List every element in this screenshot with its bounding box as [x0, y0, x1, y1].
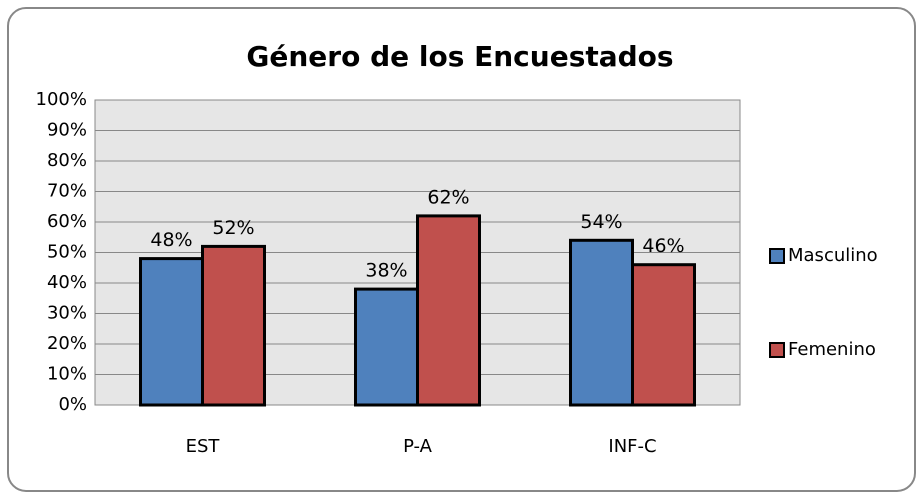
x-tick-label: EST — [186, 436, 221, 457]
y-tick-label: 30% — [47, 303, 87, 324]
y-tick-label: 70% — [47, 181, 87, 202]
bar — [416, 214, 481, 407]
y-tick-label: 50% — [47, 242, 87, 263]
y-tick-label: 60% — [47, 211, 87, 232]
value-label: 46% — [642, 235, 684, 257]
x-tick-label: INF-C — [608, 436, 656, 457]
y-tick-label: 20% — [47, 333, 87, 354]
legend-label: Femenino — [788, 339, 876, 360]
y-tick-label: 90% — [47, 120, 87, 141]
y-tick-label: 40% — [47, 272, 87, 293]
bar — [139, 257, 204, 407]
bar — [569, 238, 634, 407]
x-tick-label: P-A — [403, 436, 433, 457]
value-label: 54% — [580, 211, 622, 233]
value-label: 38% — [365, 260, 407, 282]
value-label: 62% — [427, 186, 469, 208]
y-tick-label: 0% — [58, 394, 87, 415]
bar — [354, 287, 419, 407]
value-label: 48% — [150, 229, 192, 251]
bar — [201, 244, 266, 407]
bar — [631, 263, 696, 407]
y-tick-label: 80% — [47, 150, 87, 171]
chart-title: Género de los Encuestados — [246, 40, 673, 73]
y-tick-label: 10% — [47, 364, 87, 385]
legend-swatch — [769, 342, 785, 358]
value-label: 52% — [212, 217, 254, 239]
legend-label: Masculino — [788, 245, 878, 266]
legend-swatch — [769, 248, 785, 264]
y-tick-label: 100% — [36, 89, 87, 110]
